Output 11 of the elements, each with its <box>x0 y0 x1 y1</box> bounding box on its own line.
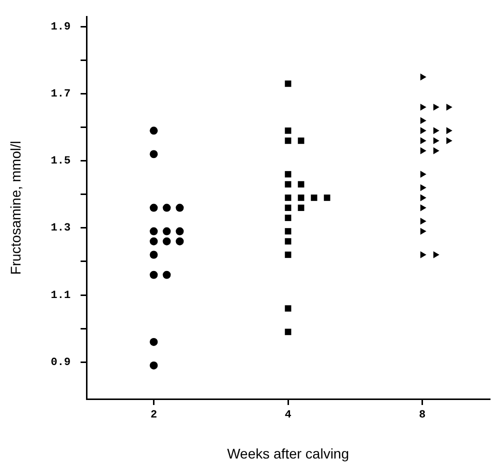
y-tick-label: 1.7 <box>50 88 71 101</box>
x-tick-label: 4 <box>284 409 292 422</box>
x-tick-label: 2 <box>150 409 158 422</box>
x-axis-title: Weeks after calving <box>227 445 350 462</box>
y-tick-label: 0.9 <box>50 356 71 369</box>
y-tick-label: 1.5 <box>50 156 71 168</box>
y-tick-label: 1.1 <box>50 290 71 302</box>
y-axis-title: Fructosamine, mmol/l <box>7 140 24 275</box>
x-tick-label: 8 <box>419 409 426 422</box>
y-tick-label: 1.3 <box>50 222 71 235</box>
y-tick-label: 1.9 <box>50 21 71 34</box>
